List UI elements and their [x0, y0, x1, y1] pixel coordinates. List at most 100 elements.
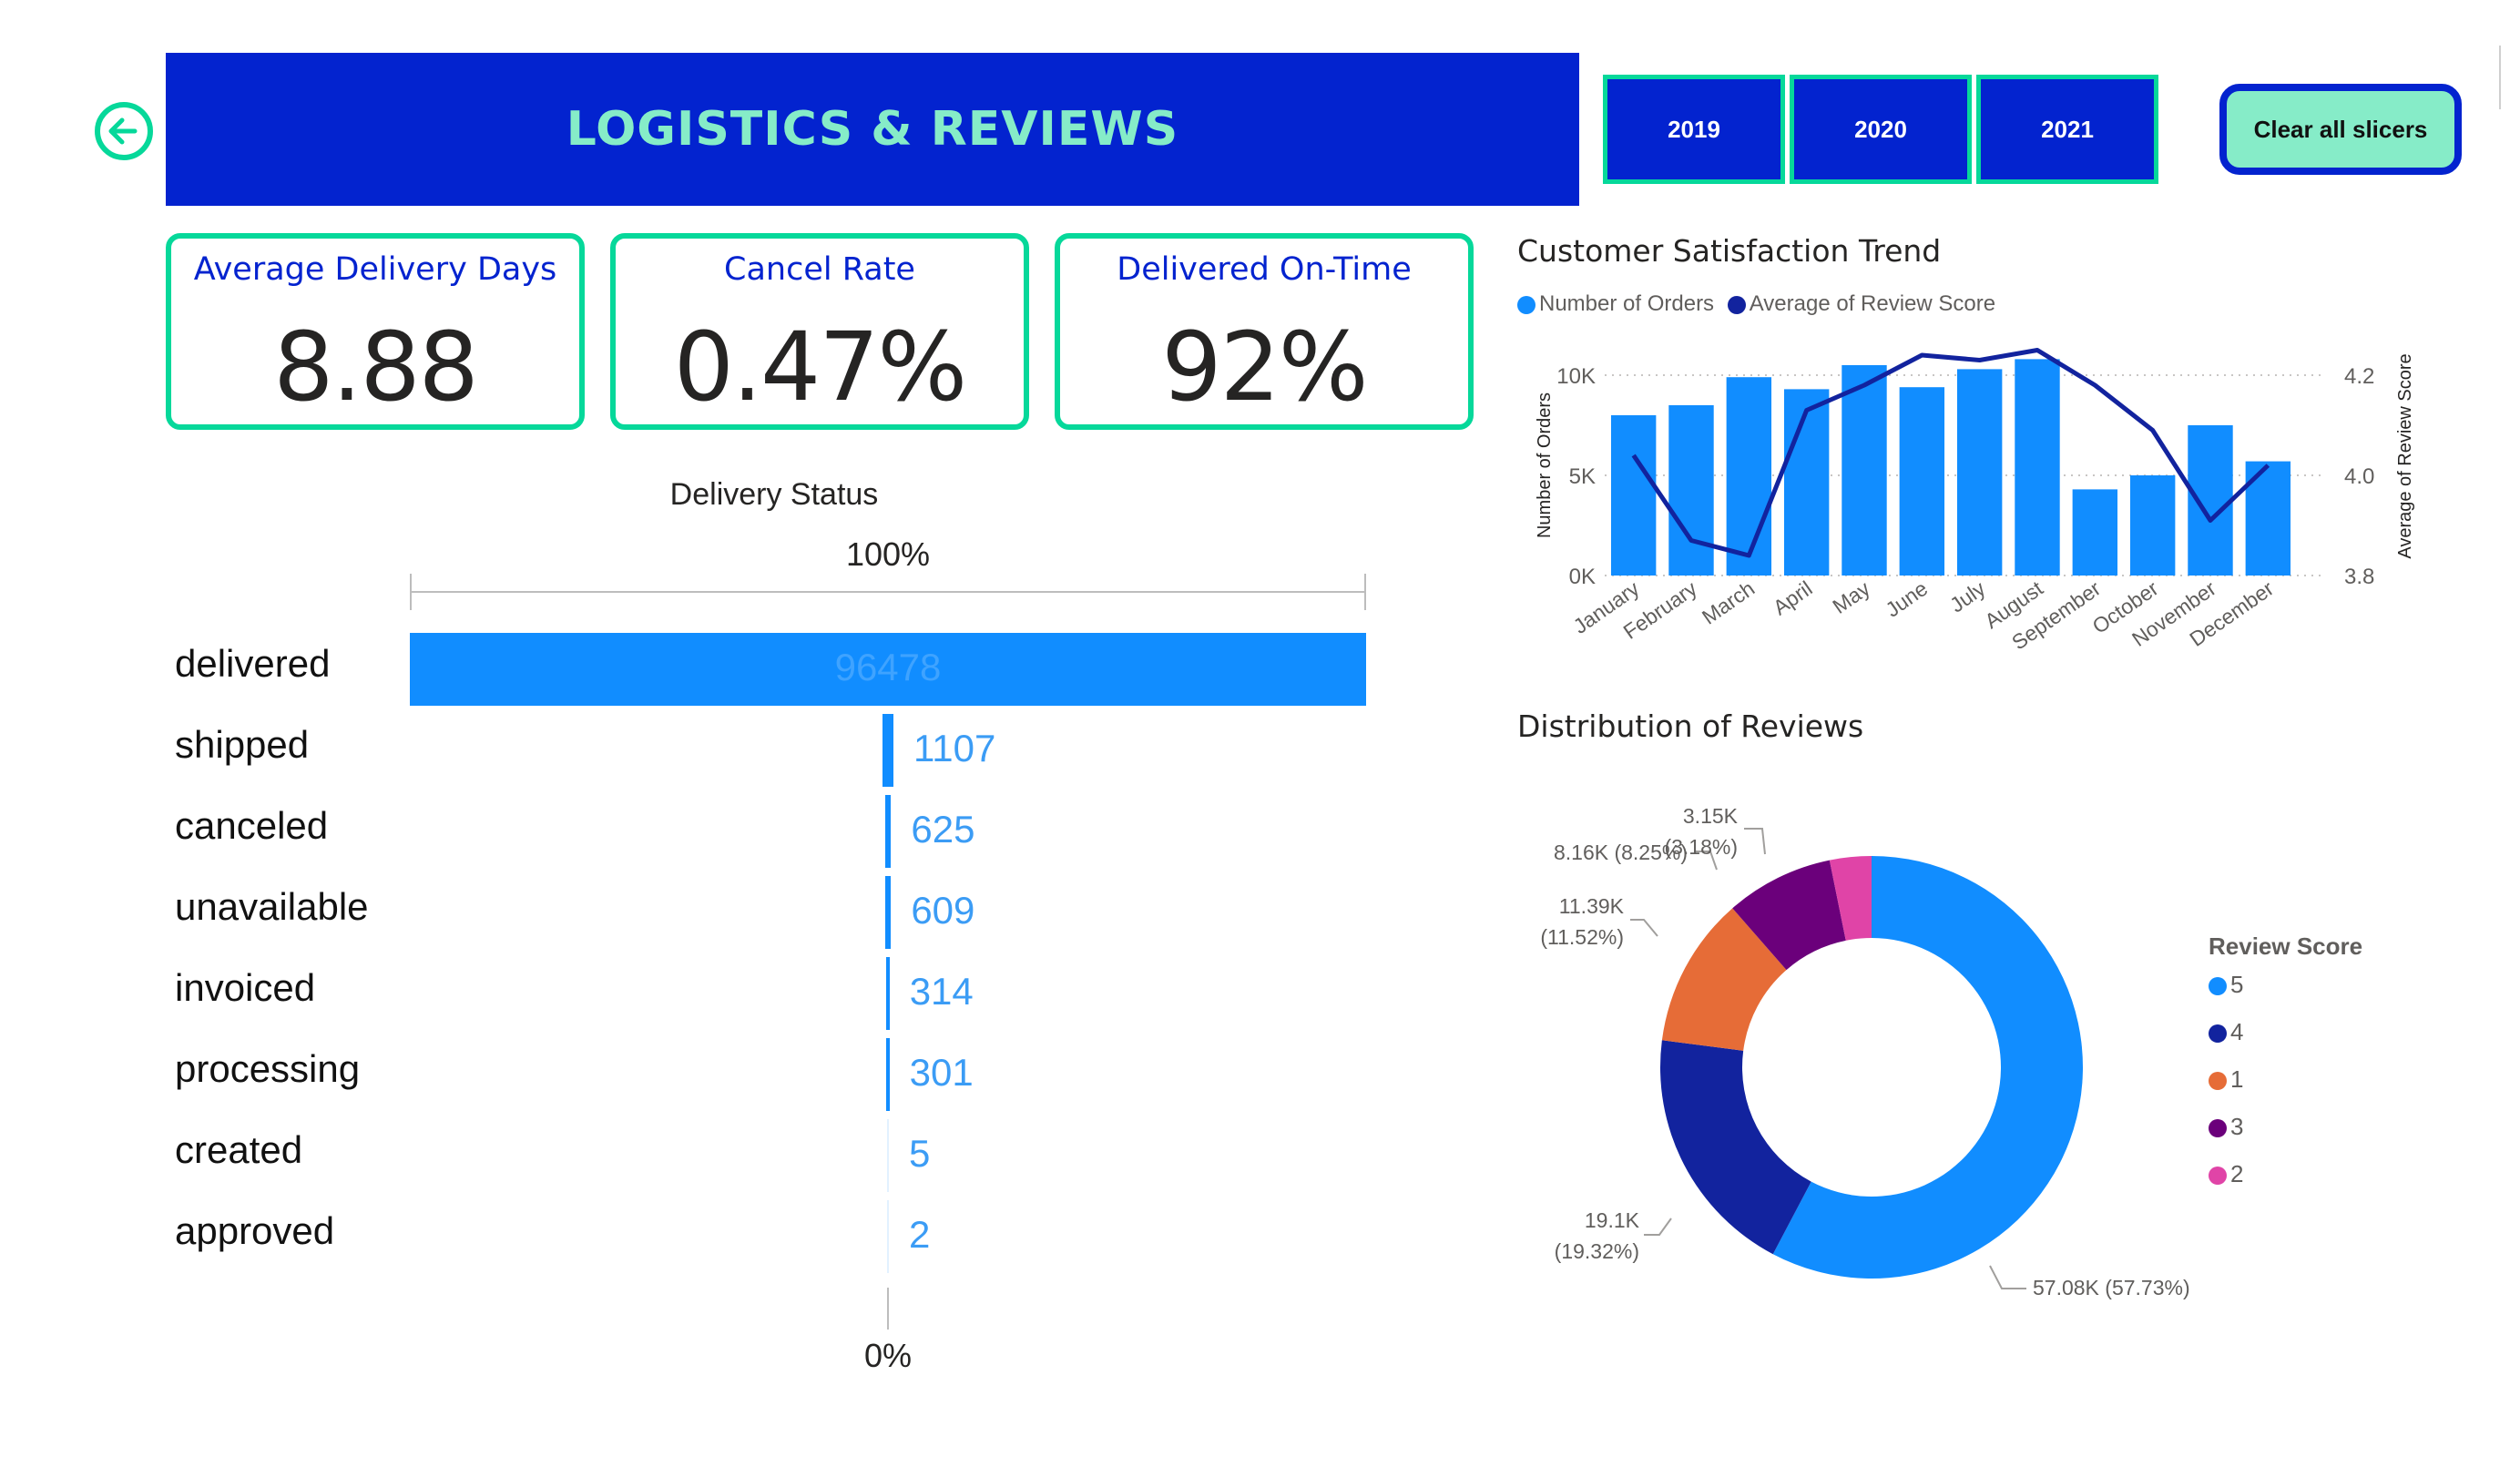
donut-slice — [1660, 1040, 1811, 1255]
funnel-bar — [884, 876, 892, 949]
legend-item-orders[interactable]: Number of Orders — [1517, 291, 1714, 316]
legend-item-review-score[interactable]: Average of Review Score — [1727, 291, 1995, 316]
funnel-axis-tick — [410, 574, 412, 610]
leader-line — [1694, 851, 1718, 871]
y-axis-title-right: Average of Review Score — [2395, 353, 2415, 558]
review-distribution-donut: 57.08K (57.73%) 19.1K (19.32%) 11.39K (11.52… — [1540, 804, 2190, 1299]
donut-slice — [1732, 860, 1846, 971]
legend-item-score-5[interactable]: 5 — [2209, 971, 2243, 999]
delivery-status-funnel: 100% delivered 96478 shipped 1107 canceled 625… — [175, 535, 1366, 1374]
funnel-category-label: created — [175, 1128, 303, 1171]
bar — [1899, 387, 1945, 576]
kpi-label: Delivered On-Time — [1117, 251, 1412, 288]
leader-line — [1744, 828, 1766, 855]
back-button[interactable] — [95, 102, 153, 160]
funnel-value-label: 301 — [909, 1051, 974, 1094]
donut-data-label: 3.15K — [1683, 804, 1739, 828]
legend-label: 3 — [2230, 1113, 2244, 1140]
kpi-value: 0.47% — [673, 311, 967, 423]
trend-legend: Number of Orders Average of Review Score — [1517, 291, 1995, 317]
funnel-category-label: delivered — [175, 642, 331, 685]
delivery-status-title: Delivery Status — [669, 477, 879, 512]
legend-dot-icon — [2209, 1072, 2227, 1091]
legend-dot-icon — [2209, 1167, 2227, 1186]
legend-label: 5 — [2230, 971, 2244, 998]
leader-line — [1989, 1265, 2026, 1289]
legend-item-score-1[interactable]: 1 — [2209, 1065, 2243, 1094]
bar — [1726, 377, 1772, 576]
year-slicer-2020[interactable]: 2020 — [1790, 75, 1972, 184]
legend-dot-icon — [2209, 1024, 2227, 1044]
year-slicer-2019[interactable]: 2019 — [1603, 75, 1785, 184]
donut-data-label: (19.32%) — [1555, 1239, 1639, 1263]
funnel-category-label: approved — [175, 1209, 335, 1252]
funnel-category-label: shipped — [175, 723, 310, 766]
y-tick-left: 10K — [1556, 364, 1596, 389]
funnel-value-label: 2 — [909, 1213, 931, 1256]
kpi-card-delivered-on-time: Delivered On-Time 92% — [1055, 233, 1474, 430]
funnel-bar — [886, 1038, 890, 1111]
funnel-category-label: invoiced — [175, 966, 316, 1009]
funnel-category-label: processing — [175, 1047, 361, 1090]
kpi-value: 8.88 — [273, 311, 479, 423]
legend-title: Review Score — [2209, 932, 2363, 960]
funnel-axis-line — [410, 591, 1366, 593]
legend-item-score-2[interactable]: 2 — [2209, 1160, 2243, 1188]
satisfaction-trend-chart: 0K 5K 10K 3.8 4.0 4.2 Number of Orders Average … — [1535, 348, 2415, 655]
leader-line — [1630, 919, 1658, 937]
y-tick-left: 5K — [1569, 464, 1596, 489]
kpi-value: 92% — [1161, 311, 1368, 423]
funnel-value-label: 5 — [909, 1132, 931, 1175]
year-slicer-2021[interactable]: 2021 — [1976, 75, 2158, 184]
bar — [1842, 365, 1887, 576]
x-tick-label: May — [1828, 576, 1874, 619]
funnel-top-percent: 100% — [845, 535, 931, 573]
satisfaction-trend-title: Customer Satisfaction Trend — [1517, 233, 1942, 269]
legend-item-score-4[interactable]: 4 — [2209, 1018, 2243, 1046]
funnel-bar — [887, 1119, 889, 1192]
bar — [1668, 405, 1714, 576]
funnel-bottom-percent: 0% — [863, 1337, 913, 1374]
kpi-card-average-delivery-days: Average Delivery Days 8.88 — [166, 233, 585, 430]
donut-data-label: 57.08K (57.73%) — [2033, 1276, 2190, 1299]
donut-data-label: 11.39K — [1559, 894, 1625, 918]
y-tick-right: 3.8 — [2344, 565, 2374, 589]
legend-label: 1 — [2230, 1065, 2244, 1093]
funnel-bottom-tick — [887, 1288, 889, 1330]
legend-label: 4 — [2230, 1018, 2244, 1045]
funnel-bar — [884, 795, 892, 868]
x-tick-label: June — [1881, 576, 1932, 622]
y-tick-right: 4.2 — [2344, 364, 2374, 389]
bar — [2072, 489, 2118, 576]
kpi-label: Cancel Rate — [724, 251, 915, 288]
funnel-value-label: 1107 — [913, 727, 996, 769]
legend-dot-icon — [1517, 295, 1535, 314]
x-tick-label: March — [1698, 576, 1759, 629]
donut-data-label: (11.52%) — [1540, 925, 1624, 949]
legend-label: 2 — [2230, 1160, 2244, 1187]
bar — [2129, 475, 2176, 576]
legend-dot-icon — [2209, 977, 2227, 996]
y-tick-left: 0K — [1569, 565, 1596, 589]
x-tick-label: April — [1769, 576, 1817, 620]
funnel-bar — [887, 1200, 889, 1273]
donut-slice — [1661, 908, 1787, 1051]
clear-all-slicers-button[interactable]: Clear all slicers — [2219, 84, 2462, 175]
donut-slice — [1829, 856, 1872, 941]
funnel-axis-tick — [1364, 574, 1366, 610]
funnel-value-label: 314 — [909, 970, 974, 1013]
arrow-left-circle-icon — [108, 117, 138, 145]
y-tick-right: 4.0 — [2344, 464, 2374, 489]
funnel-bar — [410, 633, 1366, 706]
title-banner: LOGISTICS & REVIEWS — [166, 53, 1579, 206]
kpi-label: Average Delivery Days — [193, 251, 557, 288]
page-title: LOGISTICS & REVIEWS — [566, 102, 1179, 157]
leader-line — [1644, 1218, 1672, 1236]
bar — [1783, 389, 1830, 576]
funnel-value-label: 609 — [911, 889, 975, 932]
funnel-bar — [882, 714, 894, 787]
donut-data-label: (3.18%) — [1664, 835, 1738, 859]
review-distribution-title: Distribution of Reviews — [1517, 708, 1864, 744]
legend-item-score-3[interactable]: 3 — [2209, 1113, 2243, 1141]
funnel-bar — [886, 957, 890, 1030]
